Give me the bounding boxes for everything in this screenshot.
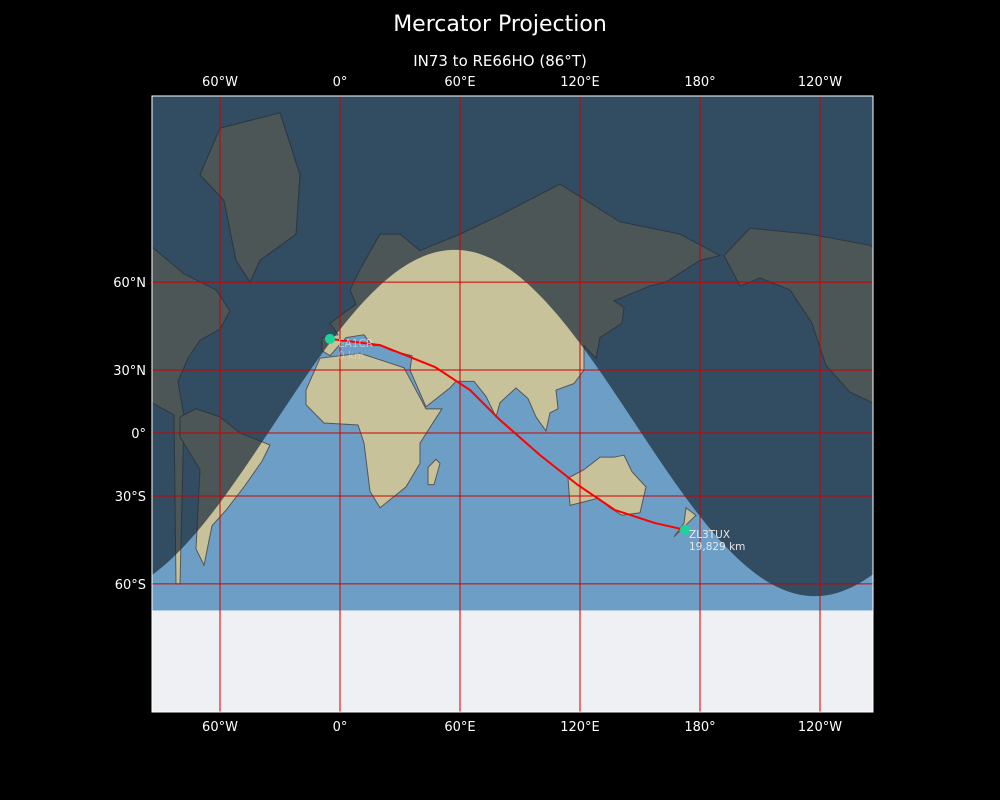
- x-tick-label-top: 120°E: [560, 75, 600, 90]
- end-callsign-label: ZL3TUX: [689, 529, 730, 541]
- x-tick-label-bottom: 60°E: [444, 720, 475, 735]
- x-tick-label-top: 60°E: [444, 75, 475, 90]
- x-tick-label-top: 120°W: [798, 75, 842, 90]
- start-distance-label: 0 km: [338, 350, 364, 362]
- end-marker[interactable]: [680, 524, 690, 535]
- y-tick-label: 60°S: [115, 578, 146, 593]
- map-subtitle: IN73 to RE66HO (86°T): [413, 52, 587, 70]
- antarctica: [152, 610, 873, 712]
- madagascar-landmass: [427, 458, 441, 486]
- x-tick-label-bottom: 180°: [684, 720, 715, 735]
- great-circle-path: [329, 337, 686, 531]
- graticule: [152, 96, 873, 712]
- x-tick-label-top: 60°W: [202, 75, 238, 90]
- start-callsign-label: EA1CR: [338, 338, 373, 350]
- end-distance-label: 19,829 km: [689, 541, 745, 553]
- night-shading: [152, 96, 873, 597]
- x-tick-label-bottom: 60°W: [202, 720, 238, 735]
- map-frame: [151, 95, 874, 713]
- y-tick-label: 30°S: [115, 490, 146, 505]
- south-america-landmass: [900, 409, 990, 565]
- start-marker[interactable]: [325, 333, 335, 344]
- map-title: Mercator Projection: [393, 12, 607, 37]
- x-tick-label-top: 180°: [684, 75, 715, 90]
- y-tick-label: 30°N: [113, 364, 146, 379]
- x-tick-label-bottom: 120°E: [560, 720, 600, 735]
- x-tick-label-bottom: 120°W: [798, 720, 842, 735]
- y-tick-label: 60°N: [113, 276, 146, 291]
- x-tick-label-top: 0°: [333, 75, 348, 90]
- x-tick-label-bottom: 0°: [333, 720, 348, 735]
- y-tick-label: 0°: [131, 427, 146, 442]
